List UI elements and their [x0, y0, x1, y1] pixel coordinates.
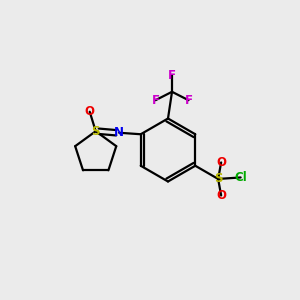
Text: F: F — [152, 94, 160, 107]
Text: F: F — [184, 94, 193, 107]
Text: F: F — [168, 69, 176, 82]
Text: S: S — [92, 125, 100, 138]
Text: O: O — [216, 189, 226, 202]
Text: O: O — [85, 105, 95, 118]
Text: S: S — [214, 172, 222, 185]
Text: N: N — [114, 126, 124, 139]
Text: O: O — [216, 156, 226, 169]
Text: Cl: Cl — [234, 171, 247, 184]
